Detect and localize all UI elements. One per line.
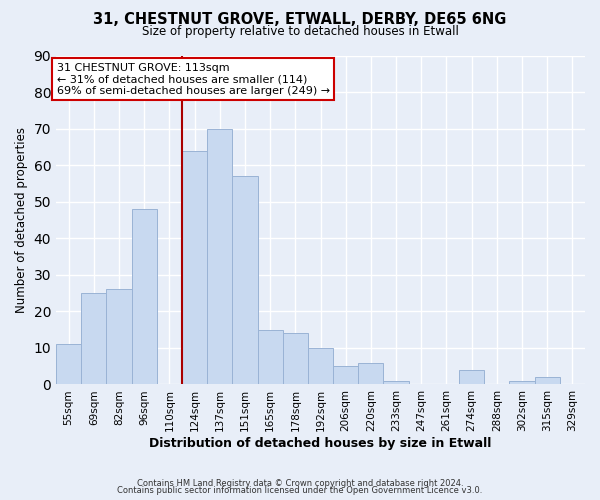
Bar bbox=[358, 362, 383, 384]
Text: 31, CHESTNUT GROVE, ETWALL, DERBY, DE65 6NG: 31, CHESTNUT GROVE, ETWALL, DERBY, DE65 … bbox=[94, 12, 506, 28]
Bar bbox=[257, 330, 283, 384]
Y-axis label: Number of detached properties: Number of detached properties bbox=[15, 127, 28, 313]
Bar bbox=[333, 366, 358, 384]
Text: 31 CHESTNUT GROVE: 113sqm
← 31% of detached houses are smaller (114)
69% of semi: 31 CHESTNUT GROVE: 113sqm ← 31% of detac… bbox=[57, 63, 330, 96]
Bar bbox=[131, 209, 157, 384]
Bar bbox=[509, 381, 535, 384]
Text: Size of property relative to detached houses in Etwall: Size of property relative to detached ho… bbox=[142, 25, 458, 38]
Text: Contains HM Land Registry data © Crown copyright and database right 2024.: Contains HM Land Registry data © Crown c… bbox=[137, 478, 463, 488]
Bar bbox=[459, 370, 484, 384]
Text: Contains public sector information licensed under the Open Government Licence v3: Contains public sector information licen… bbox=[118, 486, 482, 495]
Bar bbox=[383, 381, 409, 384]
Bar bbox=[535, 377, 560, 384]
Bar bbox=[182, 150, 207, 384]
Bar bbox=[56, 344, 81, 385]
Bar bbox=[308, 348, 333, 385]
Bar bbox=[106, 290, 131, 384]
Bar bbox=[207, 128, 232, 384]
X-axis label: Distribution of detached houses by size in Etwall: Distribution of detached houses by size … bbox=[149, 437, 492, 450]
Bar bbox=[232, 176, 257, 384]
Bar bbox=[283, 334, 308, 384]
Bar bbox=[81, 293, 106, 384]
